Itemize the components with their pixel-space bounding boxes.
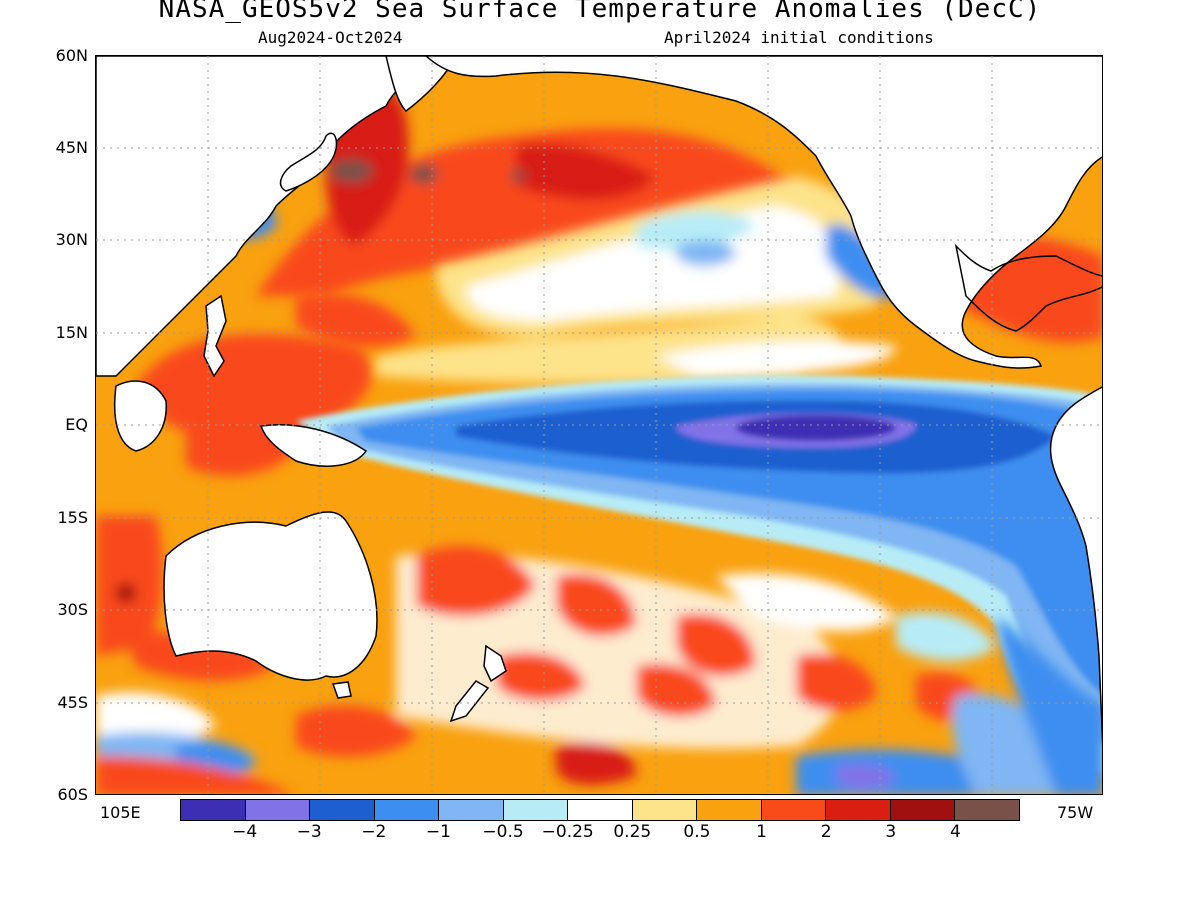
lat-label-15s: 15S [57,508,88,527]
colorbar-tick-label: 4 [949,822,961,842]
colorbar-swatch [181,800,246,820]
colorbar-tick-label: 3 [885,822,897,842]
colorbar-tick-label: −3 [296,822,322,842]
colorbar-swatch [439,800,504,820]
lat-label-eq: EQ [65,415,88,434]
colorbar-swatch [632,800,698,820]
map-title: NASA_GEOS5v2 Sea Surface Temperature Ano… [158,0,1042,24]
colorbar-swatch [890,800,956,820]
colorbar-tick-label: −2 [361,822,387,842]
colorbar-tick-label: 1 [756,822,767,842]
colorbar-tick-label: 0.25 [613,822,652,842]
colorbar-swatch [310,800,375,820]
colorbar-swatch [503,800,569,820]
colorbar-tick-label: 2 [820,822,832,842]
colorbar [180,799,1020,821]
graticule [96,56,1102,794]
lat-label-45n: 45N [55,138,88,157]
colorbar-swatch [245,800,311,820]
colorbar-swatch [568,800,633,820]
initial-conditions: April2024 initial conditions [664,28,934,47]
forecast-period: Aug2024-Oct2024 [258,28,403,47]
colorbar-tick-label: 0.5 [683,822,711,842]
colorbar-tick-label: −0.25 [541,822,594,842]
colorbar-swatch [761,800,827,820]
colorbar-swatch [955,800,1019,820]
colorbar-ticks: −4 −3 −2 −1 −0.5 −0.25 0.25 0.5 1 2 3 4 [180,822,1020,846]
lat-label-60s: 60S [57,785,88,804]
colorbar-swatch [697,800,762,820]
lat-label-30n: 30N [55,230,88,249]
lon-label-right: 75W [1057,803,1094,822]
sst-anomaly-map [95,55,1103,795]
colorbar-swatch [374,800,440,820]
lat-label-15n: 15N [55,323,88,342]
lat-label-30s: 30S [57,600,88,619]
land-masses [96,56,1102,749]
lon-label-left: 105E [100,803,141,822]
lat-label-60n: 60N [55,46,88,65]
colorbar-tick-label: −4 [232,822,258,842]
lat-label-45s: 45S [57,693,88,712]
colorbar-swatch [826,800,891,820]
colorbar-tick-label: −1 [425,822,451,842]
colorbar-tick-label: −0.5 [482,822,524,842]
